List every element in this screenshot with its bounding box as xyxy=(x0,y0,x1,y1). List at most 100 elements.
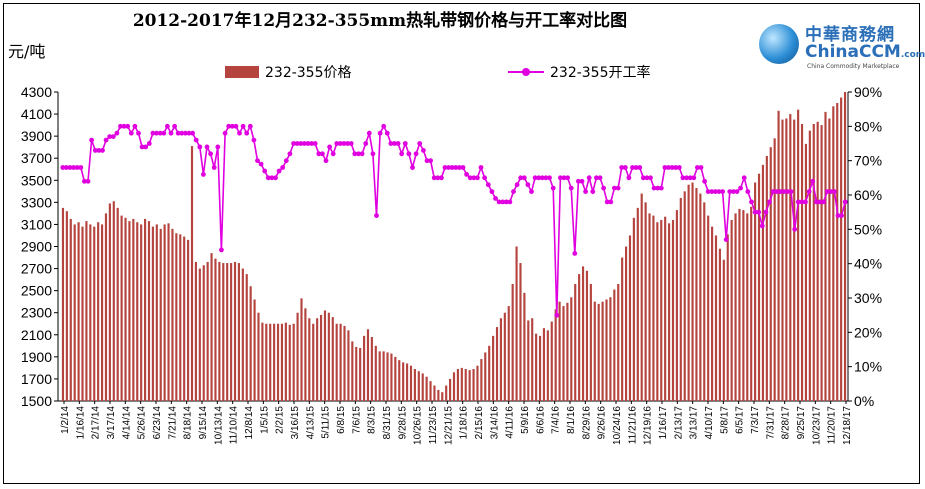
rate-point xyxy=(608,199,614,205)
price-bar xyxy=(85,221,88,401)
price-bar xyxy=(402,362,405,401)
rate-point xyxy=(107,134,113,140)
price-bar xyxy=(699,193,702,401)
rate-point xyxy=(265,175,271,181)
price-bar xyxy=(61,207,65,401)
x-tick-label: 6/8/15 xyxy=(336,406,347,434)
rate-point xyxy=(78,165,84,170)
price-bar xyxy=(194,261,197,401)
price-bar xyxy=(695,188,698,401)
rate-point xyxy=(525,182,531,188)
price-bar xyxy=(343,325,346,401)
price-bar xyxy=(136,222,139,401)
price-bar xyxy=(542,328,546,401)
price-bar xyxy=(797,109,800,402)
price-bar xyxy=(276,323,280,401)
price-bar xyxy=(190,146,194,401)
price-bar xyxy=(585,270,589,401)
price-bar xyxy=(648,213,651,401)
rate-point xyxy=(395,141,401,146)
price-bar xyxy=(656,222,659,401)
x-tick-label: 4/11/16 xyxy=(505,406,516,439)
x-tick-label: 1/2/14 xyxy=(60,406,71,434)
rate-point xyxy=(723,237,729,243)
rate-point xyxy=(204,144,210,150)
rate-point xyxy=(114,130,120,136)
rate-point xyxy=(410,165,415,170)
price-bar xyxy=(288,324,291,401)
rate-point xyxy=(388,141,394,146)
price-bar xyxy=(206,261,209,401)
price-bar xyxy=(636,207,639,401)
price-bar xyxy=(143,218,147,401)
price-bar xyxy=(390,353,393,401)
x-tick-label: 6/23/14 xyxy=(152,406,163,440)
price-bar xyxy=(429,381,432,401)
price-bar xyxy=(445,385,448,401)
left-tick-label: 2500 xyxy=(21,283,52,299)
price-bar xyxy=(230,263,233,401)
price-bar xyxy=(832,106,835,401)
x-tick-label: 8/1/16 xyxy=(566,406,577,434)
rate-point xyxy=(482,175,487,181)
price-bar xyxy=(312,323,315,401)
x-tick-label: 3/17/14 xyxy=(106,406,117,440)
rate-point xyxy=(366,130,372,136)
rate-point xyxy=(669,165,675,170)
rate-point xyxy=(74,165,80,170)
price-bar xyxy=(89,224,92,401)
rate-point xyxy=(226,123,232,129)
price-bar xyxy=(609,297,612,401)
x-tick-label: 7/3/17 xyxy=(750,406,761,434)
price-bar xyxy=(120,215,123,401)
price-bar xyxy=(734,213,737,401)
rate-point xyxy=(190,130,196,136)
rate-point xyxy=(255,158,260,164)
rate-point xyxy=(222,130,228,136)
price-bar xyxy=(750,206,753,401)
price-bar xyxy=(558,301,561,401)
rate-point xyxy=(186,130,192,136)
rate-point xyxy=(157,130,163,136)
rate-point xyxy=(738,185,743,191)
price-bar xyxy=(292,323,295,401)
price-bar xyxy=(707,215,710,401)
price-bar xyxy=(378,351,381,401)
x-tick-label: 12/19/16 xyxy=(643,406,654,445)
left-tick-label: 3500 xyxy=(21,172,52,188)
rate-point xyxy=(594,175,599,181)
rate-point xyxy=(485,182,491,188)
price-bar xyxy=(660,220,663,401)
x-tick-label: 6/5/17 xyxy=(735,406,746,434)
price-bar xyxy=(570,297,573,401)
x-tick-label: 3/13/17 xyxy=(689,406,700,440)
price-bar xyxy=(73,224,76,401)
rate-point xyxy=(720,189,725,195)
price-bar xyxy=(362,335,366,401)
price-bar xyxy=(308,318,311,401)
price-bar xyxy=(265,323,268,401)
rate-point xyxy=(806,189,812,195)
price-bar xyxy=(812,124,815,401)
rate-point xyxy=(734,189,740,195)
price-bar xyxy=(754,182,757,401)
rate-point xyxy=(280,165,286,170)
rate-point xyxy=(496,199,502,205)
x-tick-label: 2/13/17 xyxy=(673,406,684,440)
left-tick-label: 3100 xyxy=(21,216,52,232)
rate-point xyxy=(294,141,300,146)
price-bar xyxy=(546,330,549,401)
chart-title: 2012-2017年12月232-355mm热轧带钢价格与开工率对比图 xyxy=(132,11,628,31)
rate-point xyxy=(125,123,131,129)
rate-point xyxy=(327,144,332,150)
rate-point xyxy=(828,189,834,195)
price-bar xyxy=(280,323,284,401)
rate-point xyxy=(601,185,606,191)
rate-point xyxy=(489,189,495,195)
rate-point xyxy=(612,185,617,191)
rate-point xyxy=(731,189,736,195)
price-bar xyxy=(804,143,808,401)
rate-point xyxy=(201,172,206,177)
rate-point xyxy=(211,165,217,170)
x-tick-label: 4/14/14 xyxy=(121,406,132,440)
